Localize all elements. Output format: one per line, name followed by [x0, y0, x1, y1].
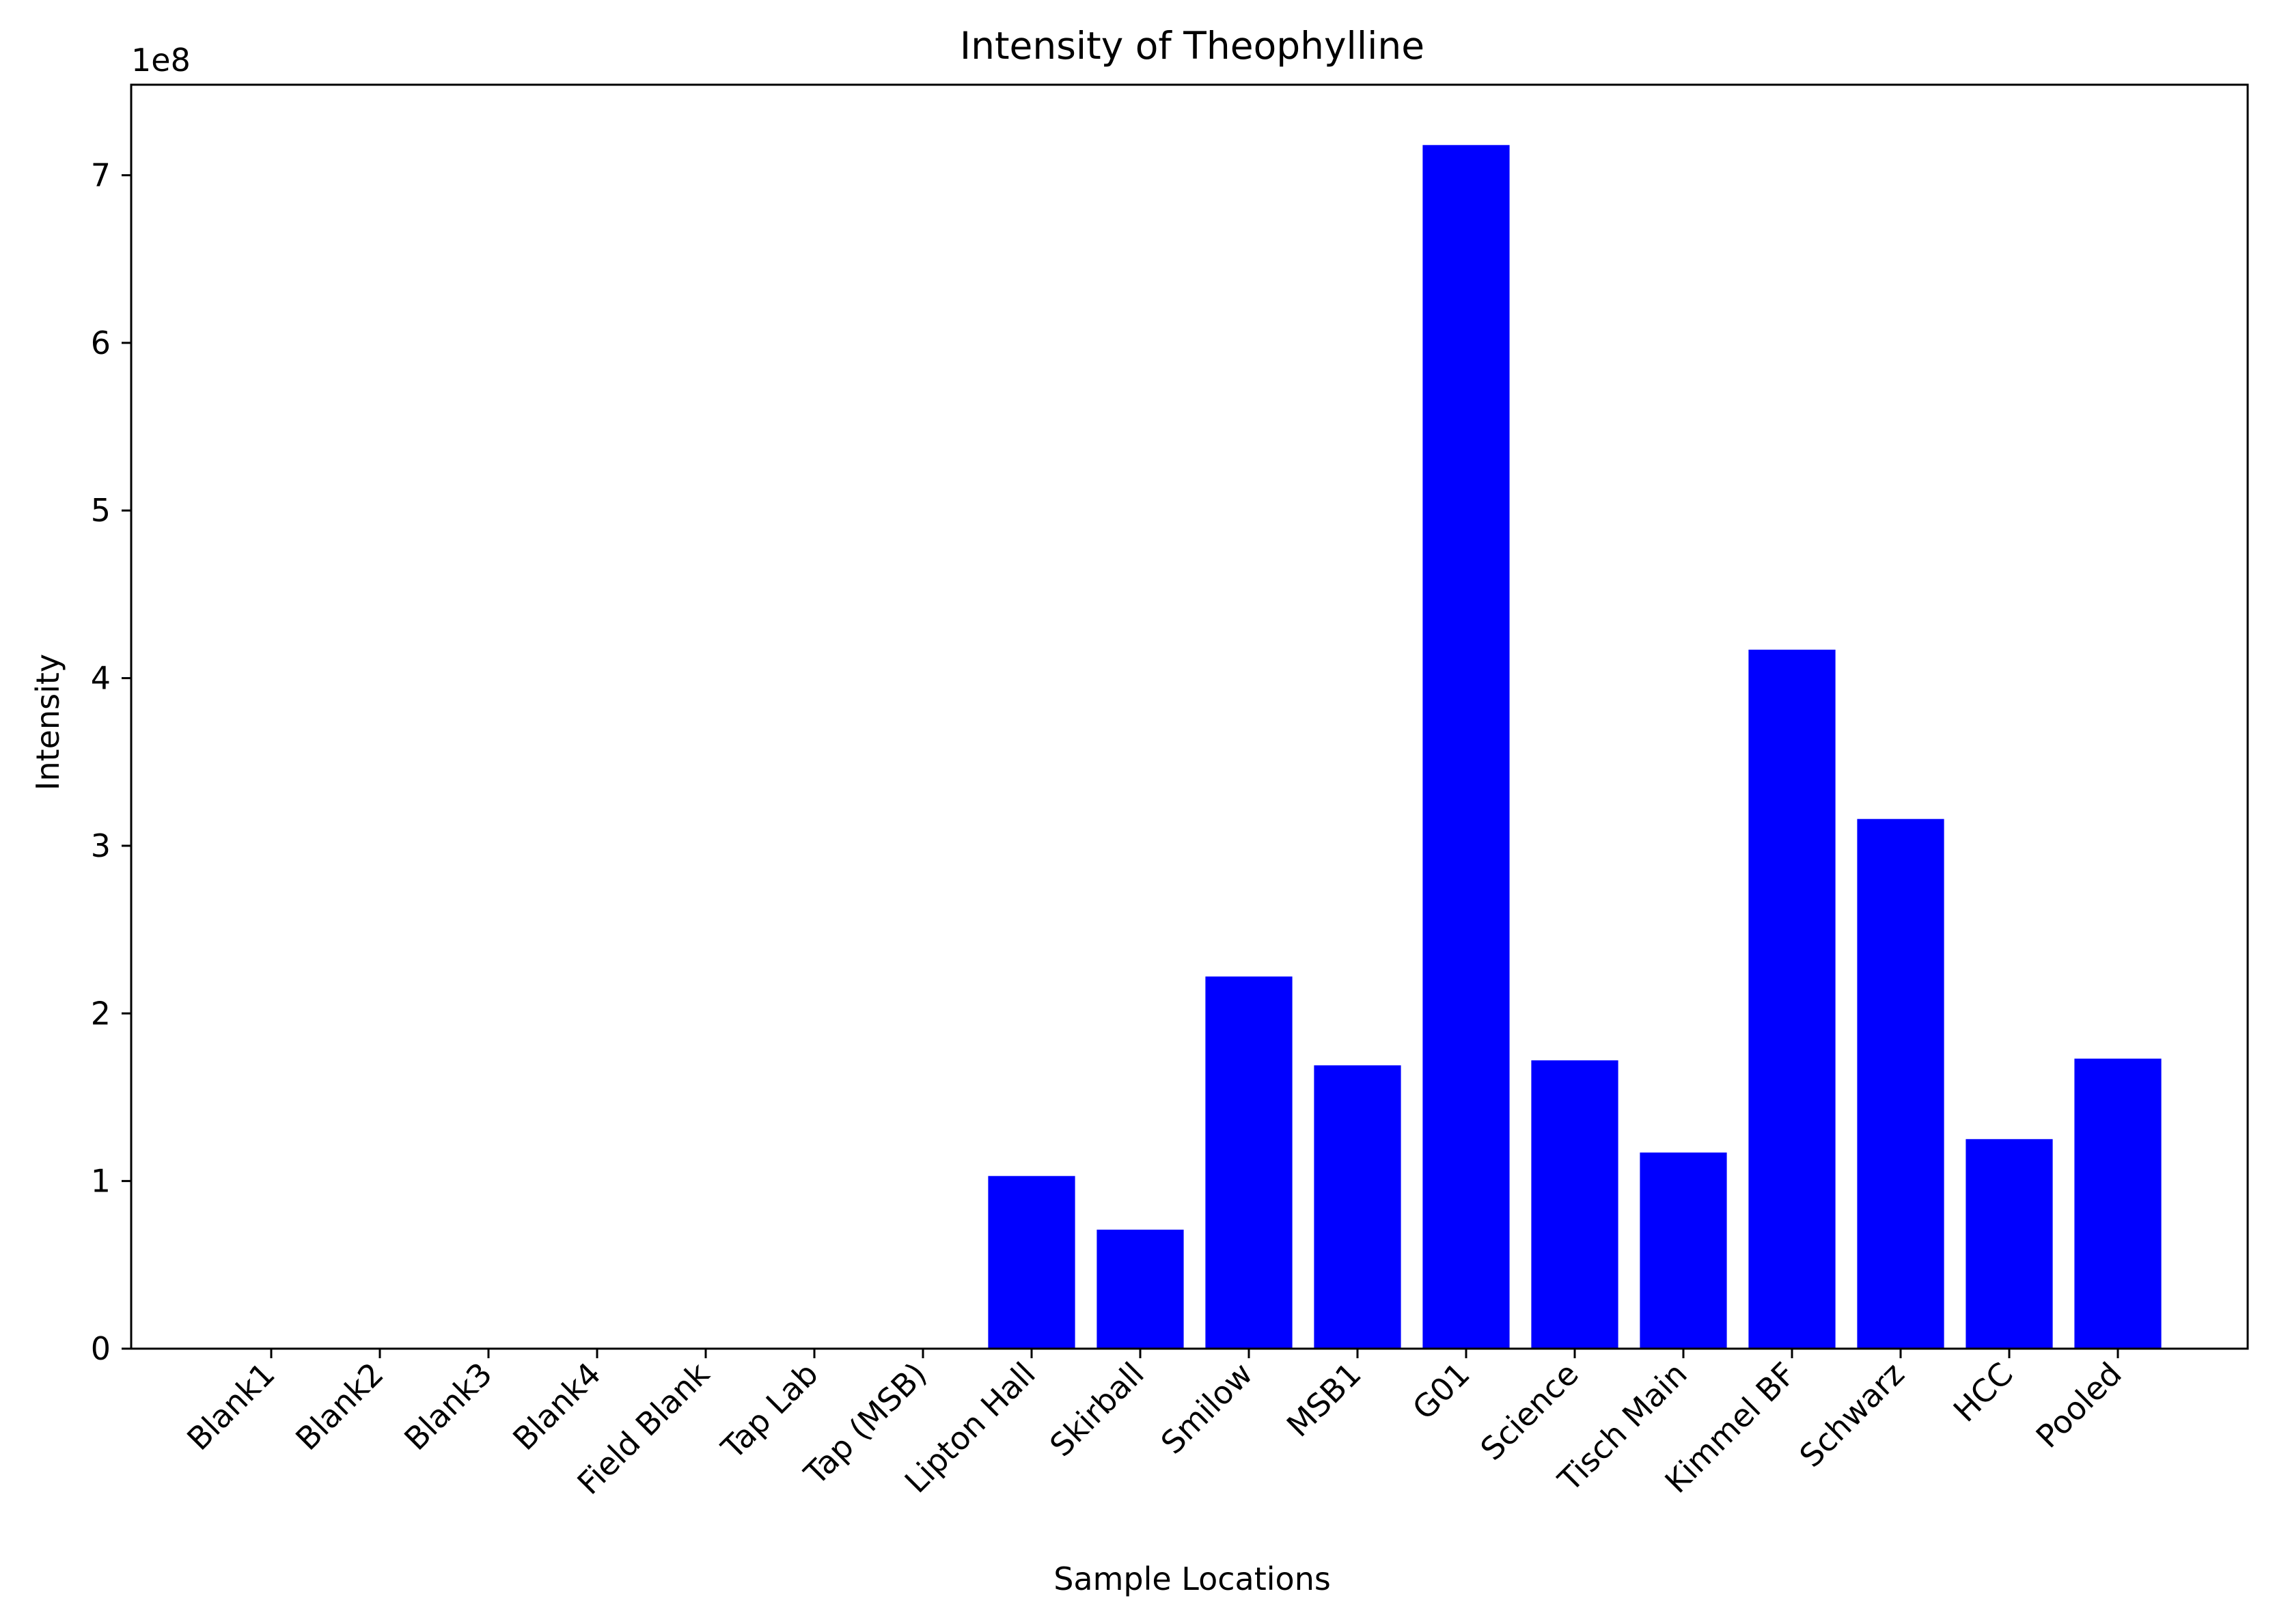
- bar-kimmel-bf: [1748, 649, 1836, 1349]
- y-tick-label: 5: [91, 492, 111, 529]
- y-axis-label: Intensity: [29, 654, 66, 790]
- bar-hcc: [1966, 1139, 2053, 1349]
- x-axis-label: Sample Locations: [1053, 1560, 1331, 1597]
- y-tick-label: 0: [91, 1330, 111, 1367]
- bar-smilow: [1205, 976, 1293, 1349]
- bar-schwarz: [1857, 818, 1944, 1349]
- axes-frame: [130, 83, 2249, 1350]
- chart-title: Intensity of Theophylline: [960, 24, 1424, 68]
- y-tick-label: 2: [91, 995, 111, 1032]
- bar-msb1: [1314, 1065, 1401, 1349]
- y-tick-label: 3: [91, 827, 111, 864]
- y-tick-label: 4: [91, 660, 111, 697]
- y-offset-label: 1e8: [131, 42, 191, 79]
- y-tick-label: 6: [91, 325, 111, 361]
- bar-science: [1531, 1060, 1618, 1349]
- bar-tisch-main: [1640, 1152, 1727, 1349]
- bar-skirball: [1097, 1229, 1184, 1349]
- bar-pooled: [2074, 1058, 2162, 1349]
- y-tick-label: 1: [91, 1163, 111, 1200]
- y-tick-label: 7: [91, 156, 111, 193]
- bar-lipton-hall: [988, 1176, 1075, 1349]
- bar-g01: [1422, 145, 1510, 1349]
